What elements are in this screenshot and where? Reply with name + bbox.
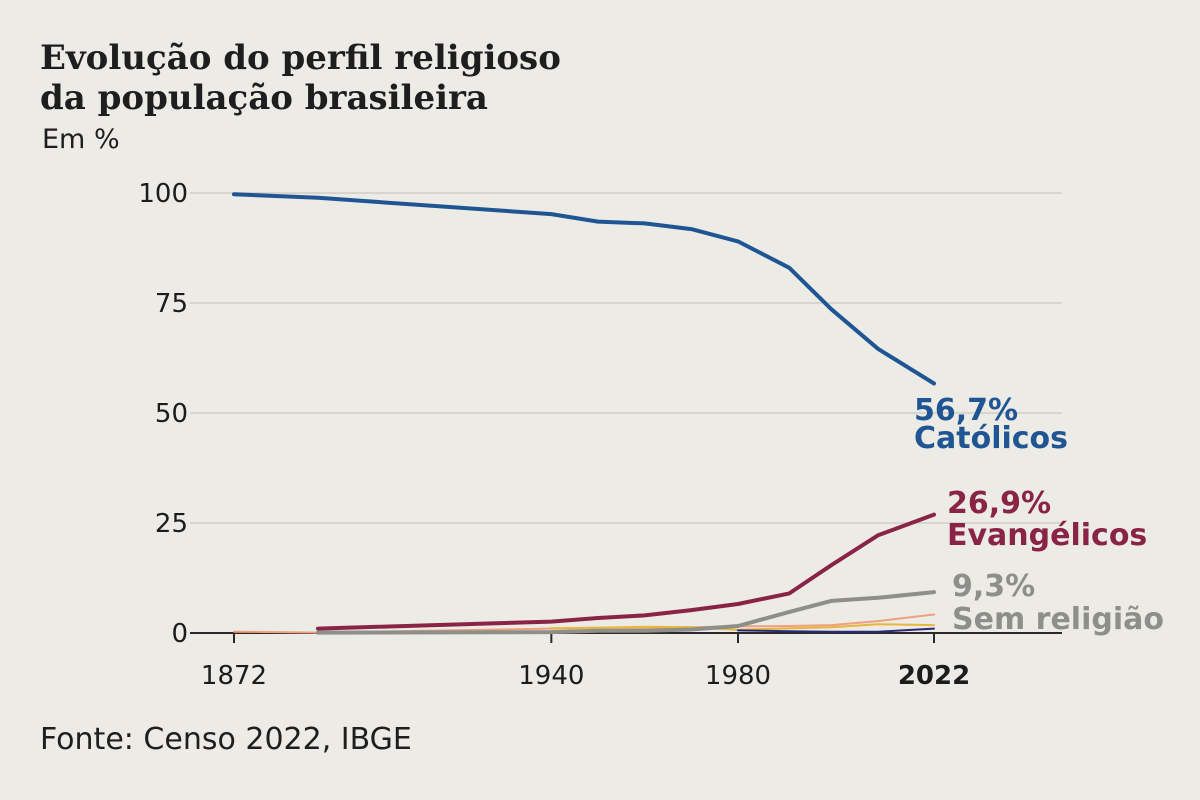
chart-title-line-2: da população brasileira <box>40 78 488 118</box>
series-line-catolicos <box>232 192 936 386</box>
grid-layer <box>190 192 1062 524</box>
data-label-value-evangelicos: 26,9% <box>947 486 1051 521</box>
y-tick-label-25: 25 <box>155 509 188 539</box>
source-note: Fonte: Censo 2022, IBGE <box>40 722 412 757</box>
data-label-name-catolicos: Católicos <box>914 421 1068 456</box>
x-tick-label-2022: 2022 <box>898 661 970 691</box>
data-label-value-sem-religiao: 9,3% <box>952 569 1035 604</box>
series-line-sem-religiao <box>316 590 936 635</box>
data-label-name-sem-religiao: Sem religião <box>952 602 1164 637</box>
label-layer: 56,7%Católicos 26,9%Evangélicos 9,3%Sem re… <box>914 393 1164 637</box>
axis-layer: 0 25 50 75 100 1872 1940 1980 2022 <box>138 179 1062 691</box>
x-tick-label-1872: 1872 <box>201 661 267 691</box>
chart-title: Evolução do perfil religioso da populaçã… <box>40 38 740 118</box>
y-tick-label-0: 0 <box>171 619 188 649</box>
series-line-religioes-afro-brasileiras <box>737 627 935 633</box>
data-label-name-evangelicos: Evangélicos <box>947 518 1147 553</box>
x-tick-label-1940: 1940 <box>518 661 584 691</box>
chart-title-line-1: Evolução do perfil religioso <box>40 38 561 78</box>
chart-unit-label: Em % <box>42 124 120 155</box>
series-layer <box>232 192 936 635</box>
series-line-evangelicos <box>316 512 936 631</box>
y-tick-label-50: 50 <box>155 399 188 429</box>
data-label-value-catolicos: 56,7% <box>914 393 1018 428</box>
y-tick-label-75: 75 <box>155 289 188 319</box>
y-tick-label-100: 100 <box>138 179 188 209</box>
x-tick-label-1980: 1980 <box>705 661 771 691</box>
